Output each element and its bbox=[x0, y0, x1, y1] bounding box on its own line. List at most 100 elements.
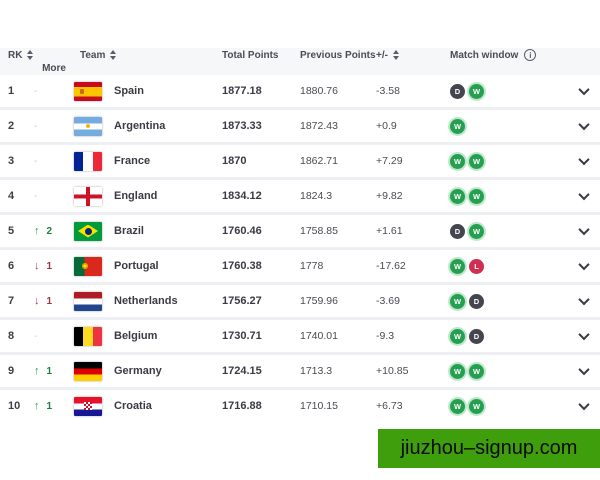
more-cell bbox=[574, 363, 600, 376]
result-badge-draw: D bbox=[469, 293, 484, 309]
rank-up-arrow-icon: ↑ bbox=[34, 400, 40, 412]
team-name[interactable]: Argentina bbox=[114, 120, 166, 132]
total-points: 1760.46 bbox=[222, 225, 262, 237]
rank: 10 bbox=[8, 400, 21, 412]
more-cell bbox=[574, 188, 600, 201]
more-cell bbox=[574, 83, 600, 96]
no-change-dash: - bbox=[34, 155, 38, 167]
flag-argentina bbox=[74, 116, 102, 136]
table-header: RK Team Total Points Previous Points +/-… bbox=[0, 48, 600, 75]
flag-cell bbox=[74, 326, 114, 346]
chevron-down-icon[interactable] bbox=[578, 153, 590, 166]
column-header-diff[interactable]: +/- bbox=[376, 50, 448, 61]
more-cell bbox=[574, 398, 600, 411]
result-badge-win: W bbox=[450, 258, 465, 274]
rank-up-arrow-icon: ↑ bbox=[34, 365, 40, 377]
column-label-rank: RK bbox=[8, 49, 23, 61]
team-name[interactable]: Brazil bbox=[114, 225, 144, 237]
rank-change-amount: 1 bbox=[46, 365, 53, 377]
chevron-down-icon[interactable] bbox=[578, 258, 590, 271]
chevron-down-icon[interactable] bbox=[578, 83, 590, 96]
chevron-down-icon[interactable] bbox=[578, 363, 590, 376]
flag-cell bbox=[74, 221, 114, 241]
team-name[interactable]: Germany bbox=[114, 365, 162, 377]
flag-cell bbox=[74, 361, 114, 381]
flag-cell bbox=[74, 151, 114, 171]
rank-change: ↑ 1 bbox=[30, 365, 74, 377]
column-header-total-points: Total Points bbox=[222, 50, 300, 61]
rank-change-amount: 1 bbox=[46, 260, 53, 272]
rank-change: - bbox=[30, 86, 74, 97]
team-name[interactable]: Spain bbox=[114, 85, 144, 97]
result-badge-win: W bbox=[469, 83, 484, 99]
more-cell bbox=[574, 328, 600, 341]
no-change-dash: - bbox=[34, 120, 38, 132]
rank-change-amount: 1 bbox=[46, 295, 53, 307]
previous-points: 1862.71 bbox=[300, 155, 338, 167]
flag-cell bbox=[74, 116, 114, 136]
rank-change-amount: 1 bbox=[46, 400, 53, 412]
sort-icon bbox=[27, 50, 34, 60]
previous-points: 1824.3 bbox=[300, 190, 333, 202]
chevron-down-icon[interactable] bbox=[578, 398, 590, 411]
rank-change: - bbox=[30, 331, 74, 342]
column-header-rank[interactable]: RK bbox=[0, 50, 74, 61]
result-badge-win: W bbox=[450, 328, 465, 344]
rank: 1 bbox=[8, 85, 15, 97]
points-diff: -9.3 bbox=[376, 330, 395, 342]
team-name[interactable]: Belgium bbox=[114, 330, 158, 342]
more-cell bbox=[574, 258, 600, 271]
result-badge-draw: D bbox=[450, 223, 465, 239]
rank-change: - bbox=[30, 156, 74, 167]
more-cell bbox=[574, 153, 600, 166]
team-name[interactable]: England bbox=[114, 190, 158, 202]
total-points: 1716.88 bbox=[222, 400, 262, 412]
result-badge-loss: L bbox=[469, 258, 484, 274]
rank-down-arrow-icon: ↓ bbox=[34, 295, 40, 307]
rank-change: ↑ 2 bbox=[30, 225, 74, 237]
total-points: 1870 bbox=[222, 155, 247, 167]
total-points: 1760.38 bbox=[222, 260, 262, 272]
no-change-dash: - bbox=[34, 330, 38, 342]
chevron-down-icon[interactable] bbox=[578, 223, 590, 236]
flag-netherlands bbox=[74, 291, 102, 311]
team-name[interactable]: Portugal bbox=[114, 260, 159, 272]
chevron-down-icon[interactable] bbox=[578, 118, 590, 131]
total-points: 1834.12 bbox=[222, 190, 262, 202]
column-header-team[interactable]: Team bbox=[74, 50, 222, 61]
rank: 7 bbox=[8, 295, 15, 307]
flag-germany bbox=[74, 361, 102, 381]
chevron-down-icon[interactable] bbox=[578, 328, 590, 341]
column-label-more: More bbox=[42, 63, 66, 74]
result-badge-win: W bbox=[469, 188, 484, 204]
table-row: 7 ↓ 1 Netherlands 1756.27 1759.96 -3.69 W… bbox=[0, 285, 600, 317]
team-name[interactable]: Croatia bbox=[114, 400, 152, 412]
team-name[interactable]: Netherlands bbox=[114, 295, 178, 307]
chevron-down-icon[interactable] bbox=[578, 293, 590, 306]
info-icon[interactable] bbox=[524, 49, 537, 61]
flag-belgium bbox=[74, 326, 102, 346]
result-badge-draw: D bbox=[469, 328, 484, 344]
column-header-more: More bbox=[30, 63, 74, 74]
rank: 5 bbox=[8, 225, 15, 237]
rank-change: - bbox=[30, 121, 74, 132]
chevron-down-icon[interactable] bbox=[578, 188, 590, 201]
flag-croatia bbox=[74, 396, 102, 416]
flag-england bbox=[74, 186, 102, 206]
previous-points: 1759.96 bbox=[300, 295, 338, 307]
more-cell bbox=[574, 293, 600, 306]
total-points: 1724.15 bbox=[222, 365, 262, 377]
flag-cell bbox=[74, 396, 114, 416]
team-name[interactable]: France bbox=[114, 155, 151, 167]
result-badge-win: W bbox=[450, 118, 465, 134]
more-cell bbox=[574, 223, 600, 236]
previous-points: 1758.85 bbox=[300, 225, 338, 237]
points-diff: -3.69 bbox=[376, 295, 400, 307]
result-badge-win: W bbox=[469, 363, 484, 379]
total-points: 1877.18 bbox=[222, 85, 262, 97]
